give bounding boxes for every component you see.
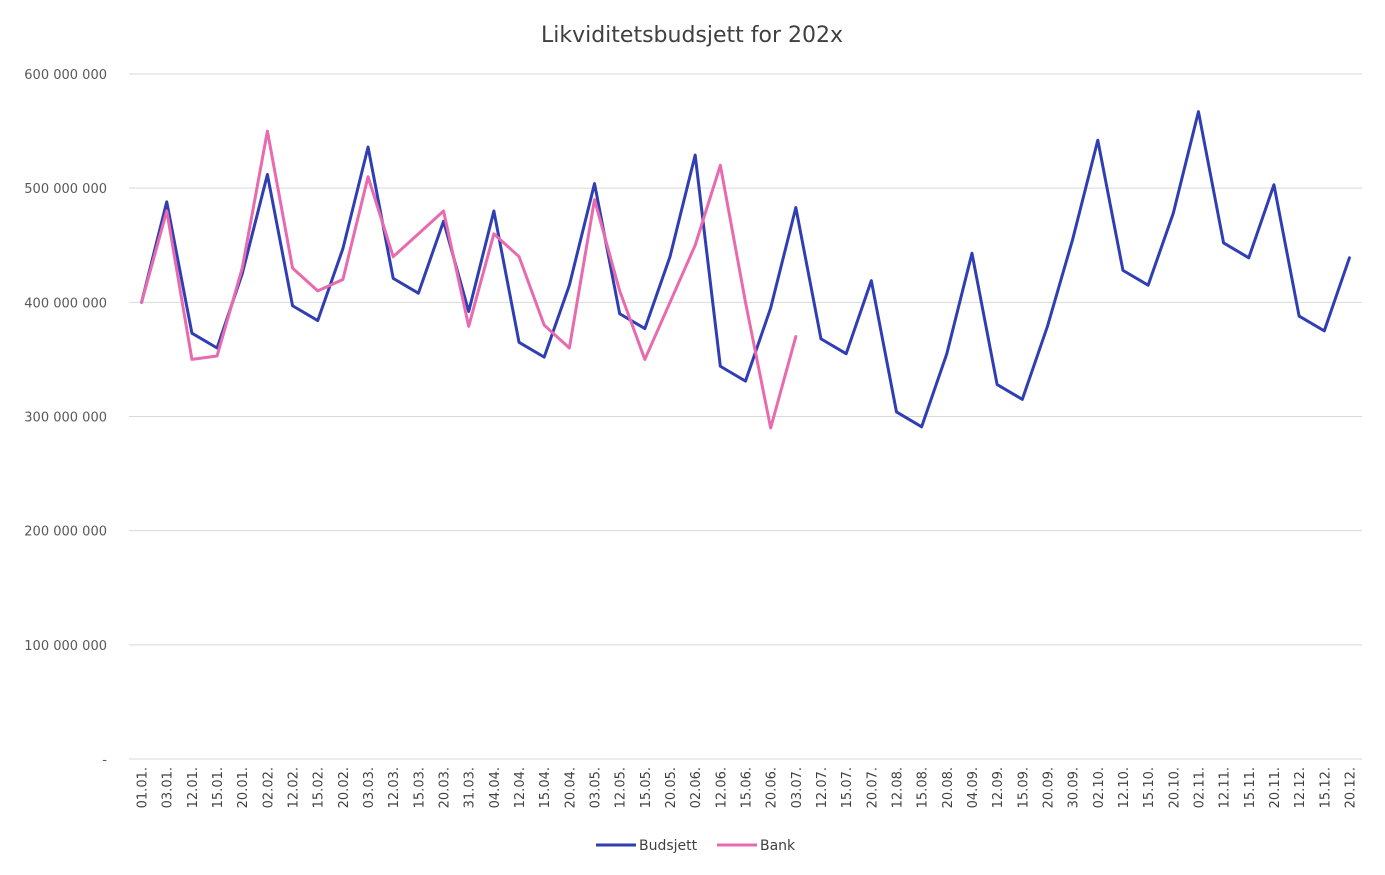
- x-tick-label: 12.06.: [714, 767, 729, 808]
- x-tick-label: 20.08.: [941, 767, 956, 808]
- x-tick-label: 04.04.: [488, 767, 503, 808]
- x-tick-label: 20.12.: [1343, 767, 1358, 808]
- x-tick-label: 15.05.: [639, 767, 654, 808]
- x-tick-label: 12.07.: [815, 767, 830, 808]
- y-tick-label: 100 000 000: [24, 639, 107, 654]
- y-tick-label: 400 000 000: [24, 296, 107, 311]
- x-tick-label: 15.10.: [1142, 767, 1157, 808]
- x-tick-label: 15.06.: [740, 767, 755, 808]
- x-tick-label: 15.02.: [312, 767, 327, 808]
- x-tick-label: 12.04.: [513, 767, 528, 808]
- x-tick-label: 15.11.: [1243, 767, 1258, 808]
- series-line-budsjett: [140, 110, 1351, 429]
- x-tick-label: 20.07.: [865, 767, 880, 808]
- x-tick-label: 20.02.: [337, 767, 352, 808]
- x-tick-label: 15.04.: [538, 767, 553, 808]
- x-tick-label: 12.02.: [287, 767, 302, 808]
- x-tick-label: 15.12.: [1318, 767, 1333, 808]
- x-tick-label: 02.11.: [1192, 767, 1207, 808]
- x-tick-label: 04.09.: [966, 767, 981, 808]
- chart-title: Likviditetsbudsjett for 202x: [541, 23, 843, 48]
- y-tick-label: 300 000 000: [24, 411, 107, 426]
- x-tick-label: 15.03.: [412, 767, 427, 808]
- x-tick-label: 12.09.: [991, 767, 1006, 808]
- legend-label-bank: Bank: [760, 838, 796, 854]
- x-tick-label: 20.03.: [438, 767, 453, 808]
- series-lines: [140, 110, 1351, 430]
- x-tick-label: 01.01.: [136, 767, 151, 808]
- x-tick-label: 20.04.: [563, 767, 578, 808]
- x-tick-label: 12.01.: [186, 767, 201, 808]
- x-tick-label: 12.12.: [1293, 767, 1308, 808]
- x-tick-label: 03.07.: [790, 767, 805, 808]
- x-tick-label: 12.10.: [1117, 767, 1132, 808]
- gridlines: [129, 73, 1362, 646]
- y-tick-label: 600 000 000: [24, 68, 107, 83]
- x-tick-label: 02.10.: [1092, 767, 1107, 808]
- x-axis: 01.01. 03.01. 12.01. 15.01. 20.01. 02.02. 12.0…: [129, 758, 1362, 808]
- x-tick-label: 12.08.: [890, 767, 905, 808]
- x-tick-label: 12.03.: [387, 767, 402, 808]
- x-tick-label: 12.05.: [614, 767, 629, 808]
- x-tick-label: 20.09.: [1041, 767, 1056, 808]
- x-tick-label: 03.01.: [161, 767, 176, 808]
- series-line-bank: [140, 129, 798, 430]
- x-tick-label: 20.06.: [765, 767, 780, 808]
- x-tick-label: 20.01.: [236, 767, 251, 808]
- x-tick-label: 03.03.: [362, 767, 377, 808]
- x-tick-label: 30.09.: [1067, 767, 1082, 808]
- x-tick-label: 15.01.: [211, 767, 226, 808]
- x-tick-label: 15.07.: [840, 767, 855, 808]
- x-tick-label: 02.06.: [689, 767, 704, 808]
- x-tick-label: 15.09.: [1016, 767, 1031, 808]
- legend: Budsjett Bank: [596, 838, 796, 854]
- y-axis-ticks: - 100 000 000 200 000 000 300 000 000 400 00…: [24, 68, 107, 768]
- y-tick-label: -: [102, 753, 107, 768]
- y-tick-label: 200 000 000: [24, 525, 107, 540]
- x-tick-label: 15.08.: [916, 767, 931, 808]
- x-tick-label: 31.03.: [463, 767, 478, 808]
- x-tick-label: 20.10.: [1167, 767, 1182, 808]
- x-tick-label: 20.05.: [664, 767, 679, 808]
- y-tick-label: 500 000 000: [24, 182, 107, 197]
- x-tick-label: 03.05.: [589, 767, 604, 808]
- x-tick-label: 12.11.: [1218, 767, 1233, 808]
- x-tick-label: 20.11.: [1268, 767, 1283, 808]
- x-tick-label: 02.02.: [261, 767, 276, 808]
- legend-label-budsjett: Budsjett: [639, 838, 698, 854]
